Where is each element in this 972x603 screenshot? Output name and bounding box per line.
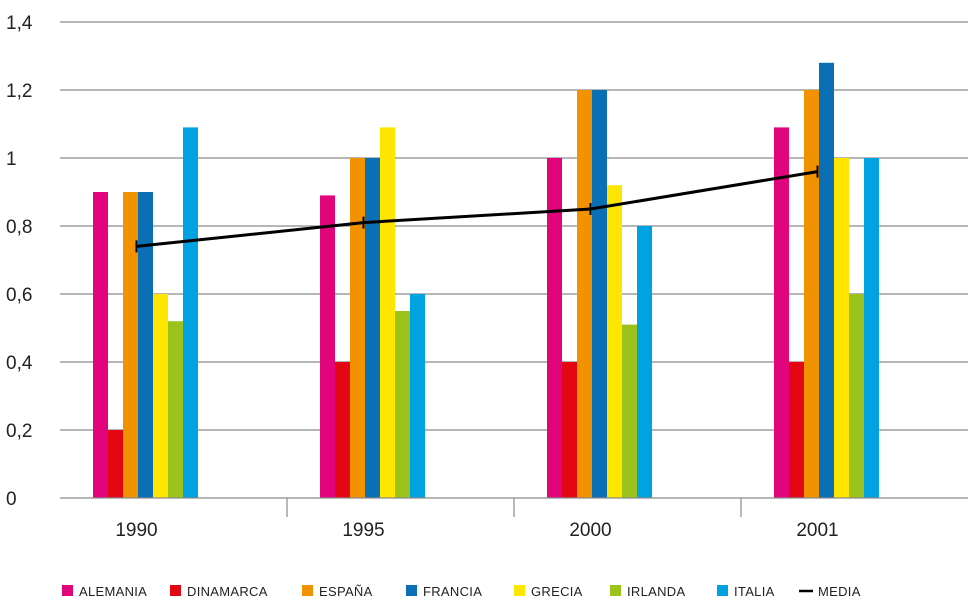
bar xyxy=(607,185,622,498)
bar xyxy=(834,158,849,498)
bars xyxy=(93,62,879,499)
x-tick-label: 2001 xyxy=(796,520,838,541)
bar xyxy=(123,192,138,498)
grid-lines xyxy=(60,21,968,431)
y-axis-labels: 0 0,2 0,4 0,6 0,8 1 1,2 1,4 xyxy=(6,13,33,510)
bar xyxy=(774,127,789,499)
y-tick-label: 1,2 xyxy=(6,81,32,102)
legend-label: ALEMANIA xyxy=(79,584,147,599)
bar xyxy=(138,192,153,498)
bar xyxy=(637,226,652,498)
bar xyxy=(183,127,198,499)
bar xyxy=(622,324,637,498)
x-tick-label: 2000 xyxy=(569,520,611,541)
bar xyxy=(577,90,592,498)
legend-swatch xyxy=(62,585,73,596)
bar xyxy=(410,294,425,498)
y-tick-label: 0,2 xyxy=(6,421,32,442)
bar xyxy=(547,158,562,498)
media-line-series xyxy=(135,165,819,253)
legend: ALEMANIA DINAMARCA ESPAÑA FRANCIA GRECIA IRLA… xyxy=(62,584,861,599)
y-tick-label: 0,6 xyxy=(6,285,32,306)
bar xyxy=(335,362,350,498)
legend-swatch xyxy=(406,585,417,596)
bar xyxy=(320,195,335,498)
bar xyxy=(108,430,123,498)
bar xyxy=(592,90,607,498)
y-tick-label: 0 xyxy=(6,489,17,510)
bar xyxy=(819,62,834,499)
legend-swatch xyxy=(302,585,313,596)
y-tick-label: 1 xyxy=(6,149,17,170)
legend-label: FRANCIA xyxy=(423,584,482,599)
legend-swatch xyxy=(170,585,181,596)
legend-label: MEDIA xyxy=(818,584,861,599)
legend-label: DINAMARCA xyxy=(187,584,268,599)
bar xyxy=(380,127,395,499)
bar xyxy=(168,321,183,498)
bar xyxy=(849,294,864,498)
y-tick-label: 0,8 xyxy=(6,217,32,238)
bar xyxy=(350,158,365,498)
media-line xyxy=(136,170,818,248)
bar xyxy=(804,90,819,498)
bar xyxy=(395,311,410,498)
y-tick-label: 0,4 xyxy=(6,353,33,374)
legend-swatch xyxy=(717,585,728,596)
x-tick-label: 1995 xyxy=(342,520,384,541)
bar xyxy=(562,362,577,498)
legend-swatch xyxy=(610,585,621,596)
bar xyxy=(153,294,168,498)
legend-label: IRLANDA xyxy=(627,584,685,599)
legend-label: GRECIA xyxy=(531,584,583,599)
bar xyxy=(789,362,804,498)
legend-swatch xyxy=(514,585,525,596)
bar xyxy=(93,192,108,498)
legend-label: ESPAÑA xyxy=(319,584,373,599)
y-tick-label: 1,4 xyxy=(6,13,33,34)
x-axis: 1990 1995 2000 2001 xyxy=(60,497,968,541)
x-tick-label: 1990 xyxy=(115,520,157,541)
bar xyxy=(864,158,879,498)
legend-label: ITALIA xyxy=(734,584,775,599)
bar xyxy=(365,158,380,498)
